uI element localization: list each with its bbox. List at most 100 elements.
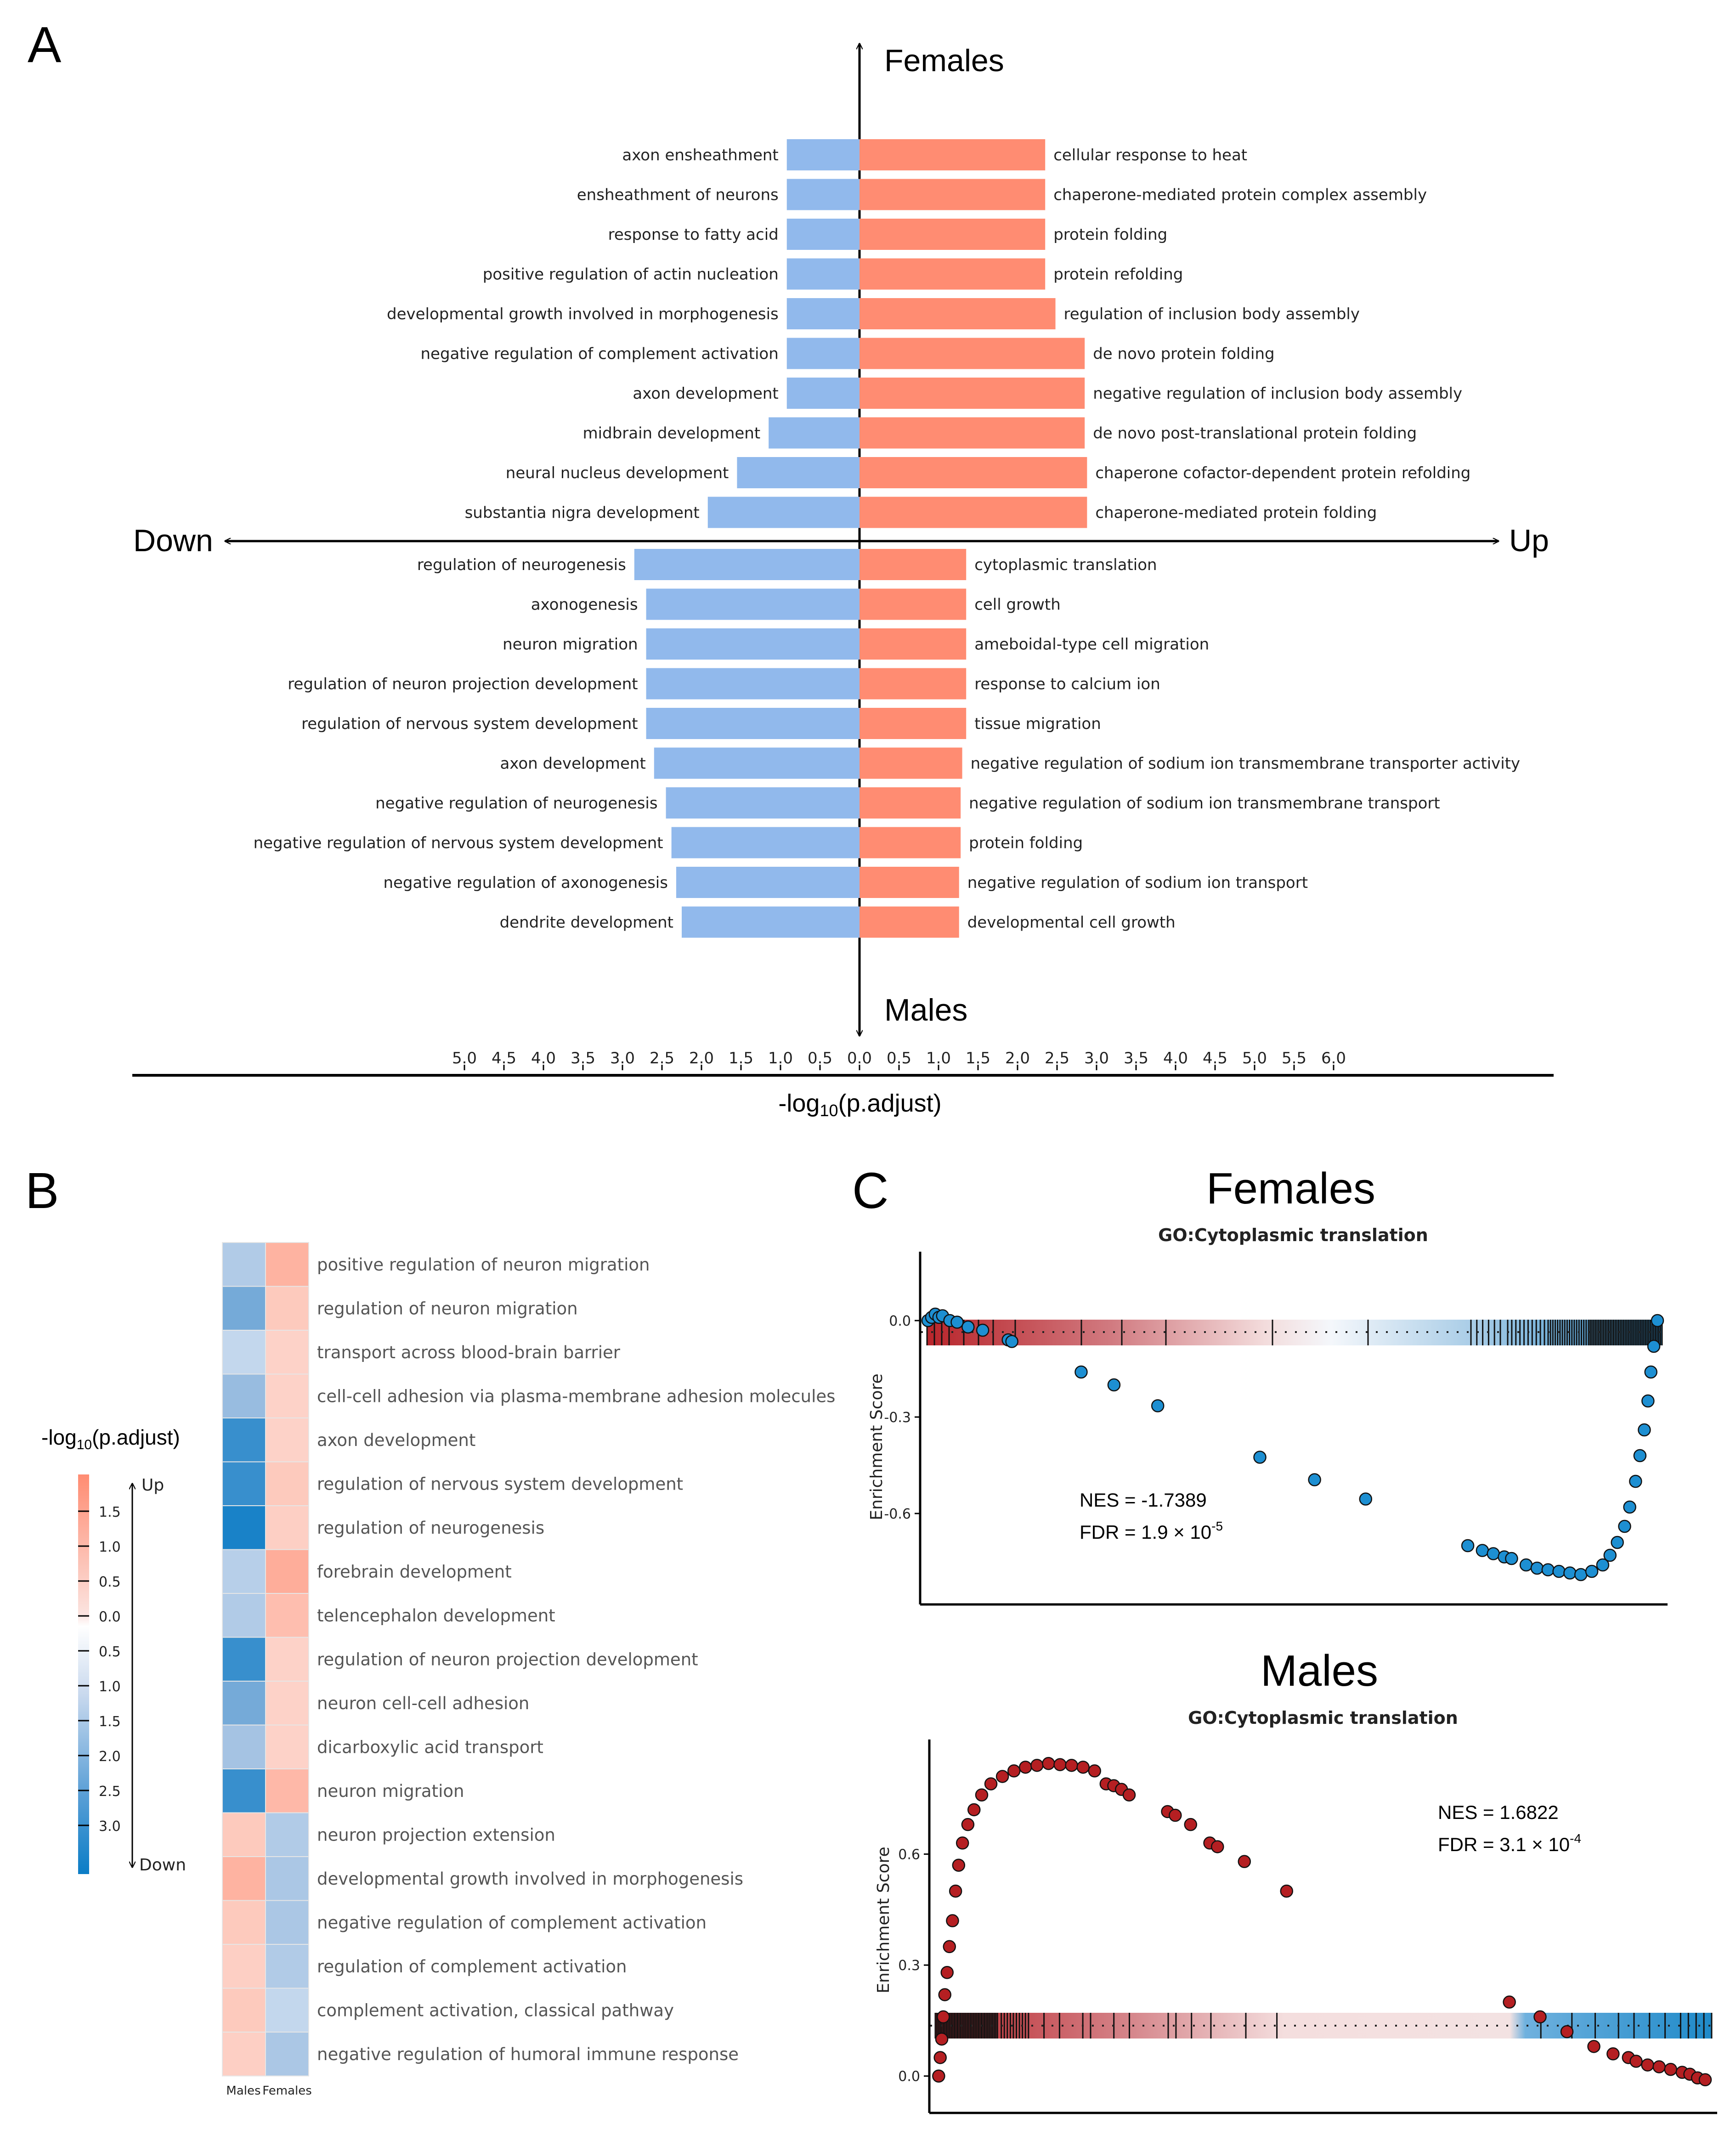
bar-males-down xyxy=(671,827,860,858)
bars-group: axon ensheathment ensheathment of neurons… xyxy=(254,139,1520,938)
bar-females-up xyxy=(860,417,1085,449)
gsea-females-barcode xyxy=(926,1320,1663,1345)
heatmap-row-label: developmental growth involved in morphog… xyxy=(317,1869,743,1889)
heatmap-cell-females xyxy=(265,1461,309,1506)
gsea-males-nes: NES = 1.6822 xyxy=(1438,1801,1559,1823)
gsea-males-ylabel: Enrichment Score xyxy=(874,1847,893,1993)
es-point xyxy=(975,1788,989,1801)
heatmap-cell-males xyxy=(222,1593,266,1638)
bar-label: developmental cell growth xyxy=(967,914,1176,932)
es-point xyxy=(1076,1761,1090,1774)
es-point xyxy=(1308,1473,1321,1486)
es-point xyxy=(1476,1544,1489,1557)
es-point xyxy=(961,1818,975,1831)
es-point xyxy=(932,2069,945,2083)
bar-label: axon development xyxy=(500,755,645,773)
bar-label: ensheathment of neurons xyxy=(577,186,779,204)
bar-label: regulation of inclusion body assembly xyxy=(1064,305,1360,323)
bar-label: negative regulation of sodium ion transm… xyxy=(969,794,1440,813)
bar-males-up xyxy=(860,708,967,739)
heatmap-row-label: forebrain development xyxy=(317,1562,512,1581)
bar-label: chaperone-mediated protein complex assem… xyxy=(1053,186,1427,204)
es-point xyxy=(1505,1552,1518,1565)
axis-label-up: Up xyxy=(1509,523,1549,558)
bar-females-up xyxy=(860,497,1087,528)
gsea-females-points xyxy=(921,1307,1664,1581)
es-point xyxy=(1560,2025,1574,2039)
bar-males-up xyxy=(860,549,967,580)
bar-females-up xyxy=(860,179,1046,210)
es-point xyxy=(1461,1539,1475,1553)
gsea-males-title: Males xyxy=(1261,1646,1378,1695)
legend-ticks: 1.5 1.0 0.5 0.0 0.5 1.0 1.5 2.0 2.5 3.0 xyxy=(78,1504,121,1835)
x-tick-label: 2.0 xyxy=(689,1049,714,1067)
es-point xyxy=(1633,1449,1647,1463)
bar-label: neuron migration xyxy=(503,635,638,654)
es-point xyxy=(956,1836,969,1850)
legend-tick-label: 1.5 xyxy=(99,1714,121,1730)
es-point xyxy=(1629,1474,1642,1488)
es-point xyxy=(938,1988,951,2001)
es-point xyxy=(1088,1764,1102,1778)
bar-females-up xyxy=(860,338,1085,369)
heatmap-cell-females xyxy=(265,1637,309,1682)
gsea-females-nes: NES = -1.7389 xyxy=(1080,1489,1207,1511)
es-point xyxy=(1211,1840,1224,1853)
es-point xyxy=(1641,2058,1654,2072)
heatmap-cell-females xyxy=(265,1593,309,1638)
axis-label-down: Down xyxy=(133,523,213,558)
es-point xyxy=(1503,1995,1516,2009)
column-label-females: Females xyxy=(262,2084,312,2098)
bar-females-down xyxy=(786,139,860,170)
es-point xyxy=(1647,1339,1661,1353)
heatmap-cell-females xyxy=(265,1242,309,1287)
heatmap-row-label: positive regulation of neuron migration xyxy=(317,1255,650,1275)
heatmap-cell-females xyxy=(265,1549,309,1594)
es-point xyxy=(1151,1399,1165,1412)
bar-label: de novo post-translational protein foldi… xyxy=(1093,424,1417,443)
bar-females-down xyxy=(786,298,860,329)
es-point xyxy=(1629,2055,1643,2068)
es-point xyxy=(1552,1564,1566,1578)
es-point xyxy=(949,1884,962,1898)
heatmap-cell-females xyxy=(265,1988,309,2033)
bar-females-down xyxy=(707,497,860,528)
heatmap-cell-males xyxy=(222,1505,266,1550)
bar-label: negative regulation of inclusion body as… xyxy=(1093,384,1462,403)
bar-males-down xyxy=(646,628,860,660)
heatmap-cell-males xyxy=(222,1812,266,1857)
x-tick-label: 4.5 xyxy=(492,1049,516,1067)
heatmap-cell-females xyxy=(265,1812,309,1857)
es-point xyxy=(1065,1759,1078,1772)
bar-label: protein refolding xyxy=(1053,265,1183,284)
bar-label: regulation of nervous system development xyxy=(301,715,638,733)
heatmap-row-label: dicarboxylic acid transport xyxy=(317,1737,543,1757)
heatmap-cell-males xyxy=(222,1637,266,1682)
bar-females-up xyxy=(860,258,1046,290)
es-point xyxy=(933,2051,947,2064)
bar-males-down xyxy=(654,747,860,779)
heatmap-cell-males xyxy=(222,1724,266,1769)
legend-tick-label: 1.0 xyxy=(99,1679,121,1695)
es-point xyxy=(1053,1758,1067,1771)
bar-label: chaperone-mediated protein folding xyxy=(1095,504,1377,522)
bar-females-down xyxy=(769,417,860,449)
es-point xyxy=(1487,1547,1500,1560)
panel-b-label: B xyxy=(25,1163,59,1219)
bar-label: protein folding xyxy=(1053,226,1167,244)
bar-label: tissue migration xyxy=(974,715,1101,733)
es-point xyxy=(1042,1757,1055,1770)
legend-tick-label: 1.5 xyxy=(99,1504,121,1520)
es-point xyxy=(1184,1818,1198,1831)
bar-label: regulation of neuron projection developm… xyxy=(288,675,638,694)
bar-males-up xyxy=(860,747,962,779)
y-tick-label: 0.3 xyxy=(898,1958,920,1974)
es-point xyxy=(976,1323,990,1337)
es-point xyxy=(935,2032,949,2046)
heatmap-cell-males xyxy=(222,1768,266,1813)
axis-label-females: Females xyxy=(884,43,1004,78)
heatmap-cell-females xyxy=(265,1944,309,1989)
es-point xyxy=(1664,2062,1678,2076)
heatmap-row-label: regulation of neuron projection developm… xyxy=(317,1649,698,1669)
